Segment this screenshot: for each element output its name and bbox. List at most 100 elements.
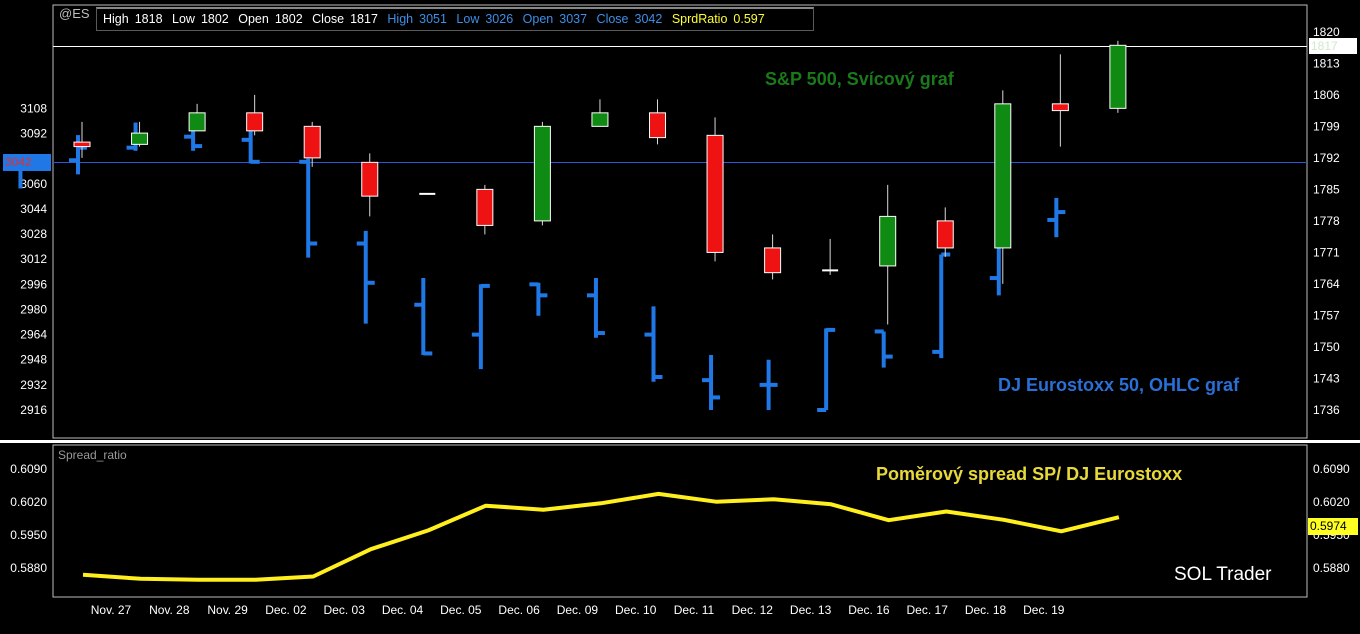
candle-body [879, 215, 897, 267]
right-tick-label: 1785 [1313, 182, 1340, 196]
spread-ratio-value: 0.597 [733, 12, 765, 26]
candlestick [822, 238, 839, 275]
right-tick-label: 1750 [1313, 340, 1340, 354]
ohlc-bar [1047, 197, 1066, 238]
spread-value-tag [1308, 518, 1358, 535]
sp-price-tag [1309, 38, 1357, 54]
candle-body [73, 141, 91, 148]
x-tick-label: Nov. 28 [149, 603, 190, 617]
dj-price-tag-label: 3042 [5, 155, 32, 169]
ohlc-bar [471, 283, 490, 370]
x-tick-label: Dec. 04 [382, 603, 424, 617]
candlestick [649, 99, 666, 145]
x-tick-label: Dec. 05 [440, 603, 482, 617]
x-tick-label: Nov. 27 [91, 603, 132, 617]
ohlc-bar [817, 327, 836, 412]
ohlc-bar [241, 125, 260, 164]
sp-price-tag-label: 1817 [1311, 39, 1338, 53]
candlestick [361, 153, 379, 217]
spread-value-tag-label: 0.5974 [1310, 519, 1347, 533]
ohlc-bar [874, 329, 893, 368]
x-tick-label: Dec. 19 [1023, 603, 1065, 617]
left-tick-label: 3028 [20, 227, 47, 241]
candlestick [1051, 54, 1069, 147]
ohlc-bar [702, 355, 721, 410]
ohlc-bar [414, 278, 433, 356]
dj-low-value: 3026 [485, 12, 514, 26]
dj-high-label: High [387, 12, 414, 26]
right-tick-label: 1813 [1313, 56, 1340, 70]
candlestick [246, 94, 264, 136]
es-low-value: 1802 [200, 12, 229, 26]
x-tick-label: Dec. 06 [498, 603, 540, 617]
x-tick-label: Dec. 13 [790, 603, 832, 617]
x-tick-label: Dec. 03 [324, 603, 366, 617]
candle-body [476, 188, 494, 226]
spread-annotation: Poměrový spread SP/ DJ Eurostoxx [876, 464, 1183, 484]
spread-right-tick-label: 0.6020 [1313, 495, 1350, 509]
ohlc-bar [69, 135, 87, 175]
spread-left-tick-label: 0.5950 [10, 528, 47, 542]
left-tick-label: 3060 [20, 177, 47, 191]
candlestick [936, 207, 954, 257]
es-high-label: High [103, 12, 129, 26]
dj-open-label: Open [522, 12, 554, 26]
candle-body [131, 132, 149, 145]
candlestick [591, 99, 609, 127]
spread-left-tick-label: 0.5880 [10, 561, 47, 575]
es-close-label: Close [312, 12, 345, 26]
es-open-value: 1802 [274, 12, 303, 26]
left-tick-label: 2948 [20, 353, 47, 367]
x-tick-label: Dec. 09 [557, 603, 599, 617]
candlestick [879, 184, 897, 325]
right-tick-label: 1736 [1313, 403, 1340, 417]
dj-annotation: DJ Eurostoxx 50, OHLC graf [998, 375, 1240, 395]
x-tick-label: Nov. 29 [207, 603, 248, 617]
candlestick [533, 121, 551, 226]
left-tick-label: 3092 [20, 127, 47, 141]
x-tick-label: Dec. 11 [674, 603, 715, 617]
candle-body [591, 112, 609, 127]
dj-close-value: 3042 [634, 12, 663, 26]
candlestick [131, 121, 149, 147]
right-tick-label: 1806 [1313, 88, 1340, 102]
candle-body [649, 112, 666, 139]
lower-panel-label: Spread_ratio [58, 448, 127, 462]
ohlc-bar [932, 252, 951, 359]
symbol-label: @ES [59, 6, 90, 21]
ohlc-bar [529, 282, 548, 316]
x-tick-label: Dec. 17 [907, 603, 949, 617]
es-high-value: 1818 [134, 12, 163, 26]
candle-body [764, 247, 782, 274]
x-tick-label: Dec. 10 [615, 603, 657, 617]
candle-body [361, 161, 379, 197]
x-tick-label: Dec. 12 [732, 603, 774, 617]
dj-price-tag [3, 154, 51, 171]
right-tick-label: 1820 [1313, 25, 1340, 39]
left-tick-label: 2980 [20, 302, 47, 316]
sp500-annotation: S&P 500, Svícový graf [765, 69, 954, 89]
ohlc-bar [586, 278, 605, 338]
spread-right-tick-label: 0.5880 [1313, 561, 1350, 575]
price-panel-frame [52, 4, 1308, 439]
candle-body [1051, 103, 1069, 112]
candle-body [706, 134, 724, 253]
brand-watermark: SOL Trader [1174, 564, 1272, 585]
dj-low-label: Low [456, 12, 480, 26]
left-tick-label: 3012 [20, 252, 47, 266]
candle-body [246, 112, 264, 132]
left-tick-label: 2916 [20, 403, 47, 417]
left-tick-label: 2996 [20, 277, 47, 291]
right-tick-label: 1799 [1313, 119, 1340, 133]
candle-body [994, 103, 1012, 249]
left-tick-label: 3044 [20, 202, 47, 216]
spread-line [82, 491, 1120, 582]
right-tick-label: 1764 [1313, 277, 1340, 291]
left-tick-label: 3108 [20, 101, 47, 115]
candlestick [764, 234, 782, 280]
candlestick [706, 117, 724, 262]
candle-body [188, 112, 206, 132]
right-tick-label: 1778 [1313, 214, 1340, 228]
spread-right-tick-label: 0.6090 [1313, 462, 1350, 476]
